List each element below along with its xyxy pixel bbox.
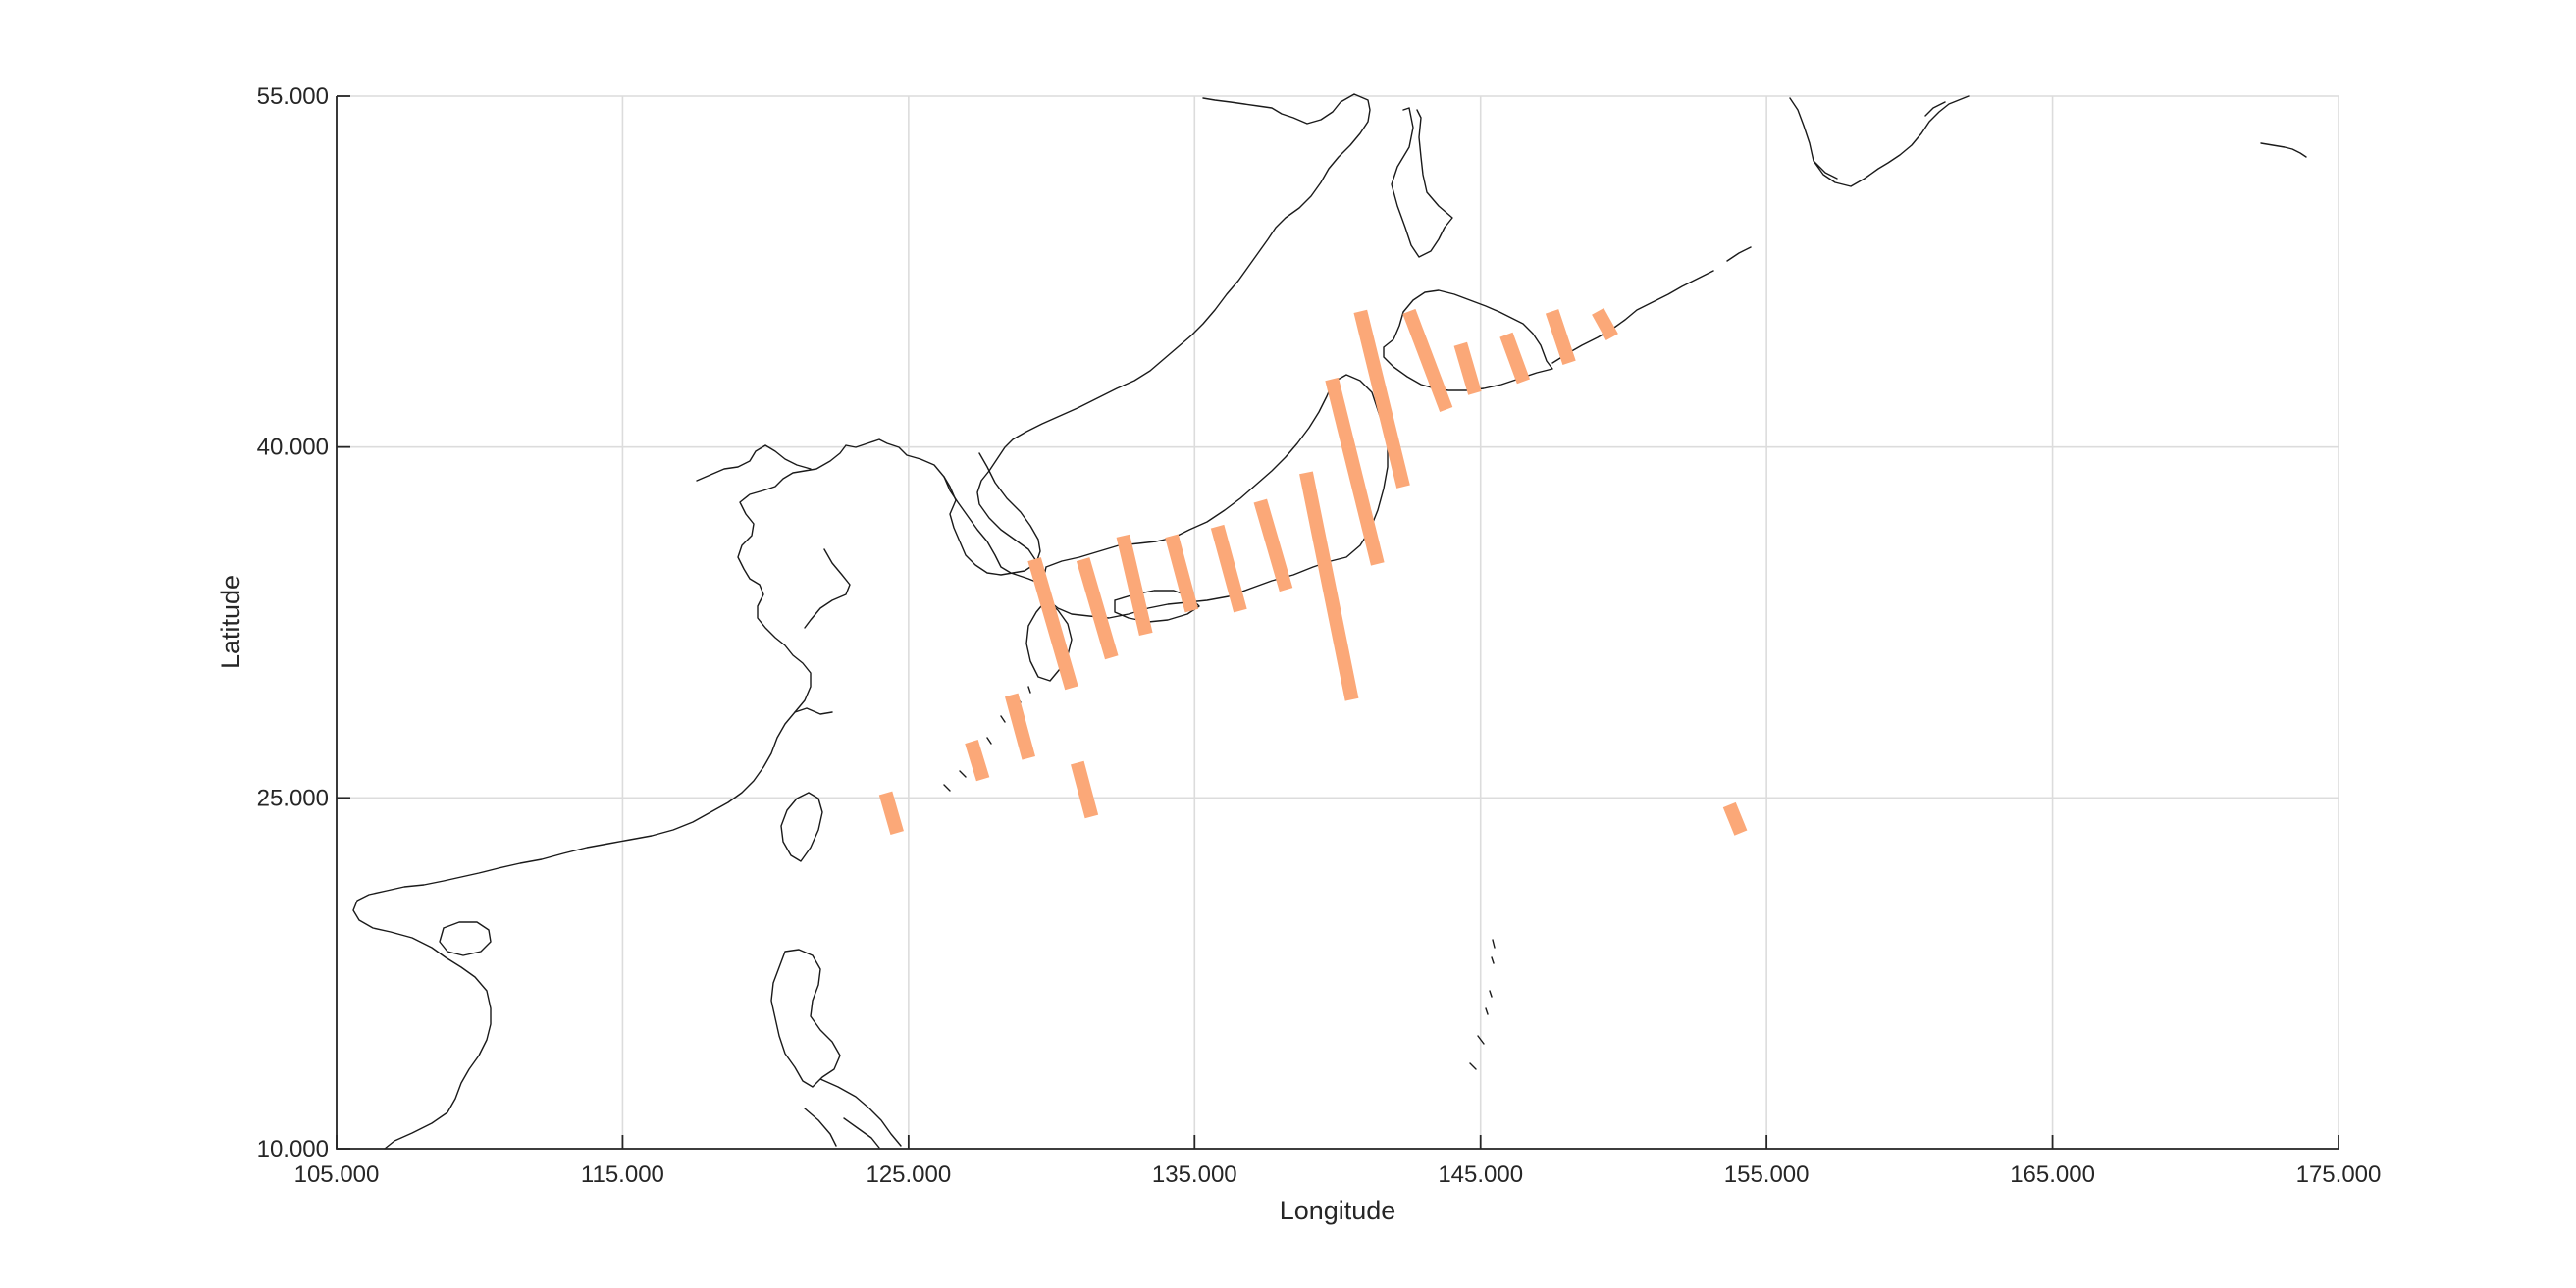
axes: 105.000 115.000 125.000 135.000 145.000 155.0… (216, 83, 2381, 1225)
coastline-hokkaido (1383, 289, 1553, 391)
coastline-taiwan (780, 792, 823, 862)
swath-track (1071, 760, 1099, 819)
x-tick-label: 115.000 (581, 1161, 664, 1188)
swath-track (1299, 471, 1359, 701)
swath-track (1027, 557, 1078, 691)
x-tick-label: 135.000 (1152, 1161, 1237, 1188)
swath-tracks (878, 307, 1748, 836)
swath-track (1325, 377, 1385, 566)
swath-track (1253, 498, 1293, 592)
coastline-okhotsk-kamchatka (1789, 95, 1970, 187)
coastline-aleutians (2260, 142, 2307, 158)
x-tick-label: 125.000 (866, 1161, 951, 1188)
coastline-kurils (1551, 246, 1752, 364)
coastline-bonin-islands (1469, 939, 1496, 1070)
swath-track (1545, 309, 1576, 366)
swath-track (1165, 534, 1199, 613)
y-tick-label: 10.000 (257, 1136, 329, 1162)
y-tick-label: 25.000 (257, 785, 329, 811)
x-tick-label: 165.000 (2010, 1161, 2095, 1188)
swath-track (1453, 341, 1482, 395)
y-tick-label: 55.000 (257, 83, 329, 110)
swath-track (1076, 557, 1119, 660)
y-axis-label: Latitude (216, 575, 245, 669)
coastline-hainan (439, 921, 492, 956)
coastline-asia-mainland (352, 93, 1371, 1150)
swath-track (878, 791, 904, 836)
swath-track (1005, 693, 1036, 760)
coastline-kyushu (1025, 599, 1073, 682)
swath-track (1722, 801, 1748, 836)
x-axis-ticks: 105.000 115.000 125.000 135.000 145.000 155.0… (294, 1135, 2382, 1188)
x-tick-label: 145.000 (1438, 1161, 1523, 1188)
x-tick-label: 155.000 (1724, 1161, 1810, 1188)
swath-track (1116, 534, 1153, 637)
x-tick-label: 105.000 (294, 1161, 380, 1188)
coastline-sakhalin (1391, 107, 1453, 258)
swath-track (1402, 308, 1453, 412)
swath-track (1499, 332, 1531, 385)
x-tick-label: 175.000 (2296, 1161, 2382, 1188)
coastline-liaodong (696, 444, 812, 482)
coastline-korea (943, 452, 1041, 576)
coastline-bohai (794, 548, 851, 715)
swath-track (965, 740, 990, 782)
swath-track (1210, 524, 1247, 613)
x-axis-label: Longitude (1280, 1196, 1396, 1225)
coastline-philippines (770, 949, 902, 1149)
swath-track (1592, 307, 1618, 340)
y-tick-label: 40.000 (257, 435, 329, 461)
y-axis-ticks: 10.000 25.000 40.000 55.000 (257, 83, 350, 1162)
swath-track (1353, 309, 1410, 489)
